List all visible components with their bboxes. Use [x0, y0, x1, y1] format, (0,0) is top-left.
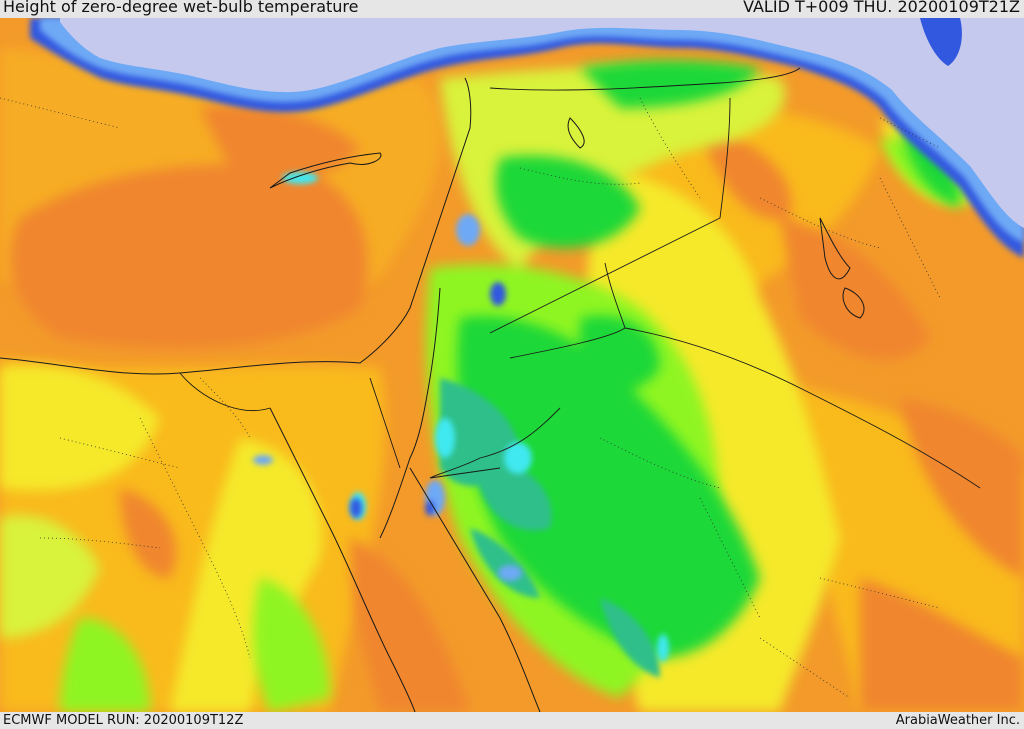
contour-layer-blue-pockets: [253, 214, 522, 581]
coastlines: [0, 77, 865, 712]
contour-layer-green: [457, 60, 960, 658]
wet-bulb-map: [0, 18, 1024, 712]
title-bar: Height of zero-degree wet-bulb temperatu…: [0, 0, 1024, 22]
map-title: Height of zero-degree wet-bulb temperatu…: [3, 0, 359, 16]
footer-bar: ECMWF MODEL RUN: 20200109T12Z ArabiaWeat…: [0, 712, 1024, 729]
valid-time: VALID T+009 THU. 20200109T21Z: [743, 0, 1020, 16]
map-canvas: [0, 18, 1024, 712]
country-borders: [179, 67, 981, 489]
credit-label: ArabiaWeather Inc.: [895, 713, 1020, 728]
cold-region: [30, 18, 1024, 258]
contour-layer-dark-orange: [10, 105, 1024, 712]
contour-layer-teal: [440, 378, 660, 678]
province-borders: [0, 97, 941, 699]
model-run-label: ECMWF MODEL RUN: 20200109T12Z: [3, 713, 244, 728]
